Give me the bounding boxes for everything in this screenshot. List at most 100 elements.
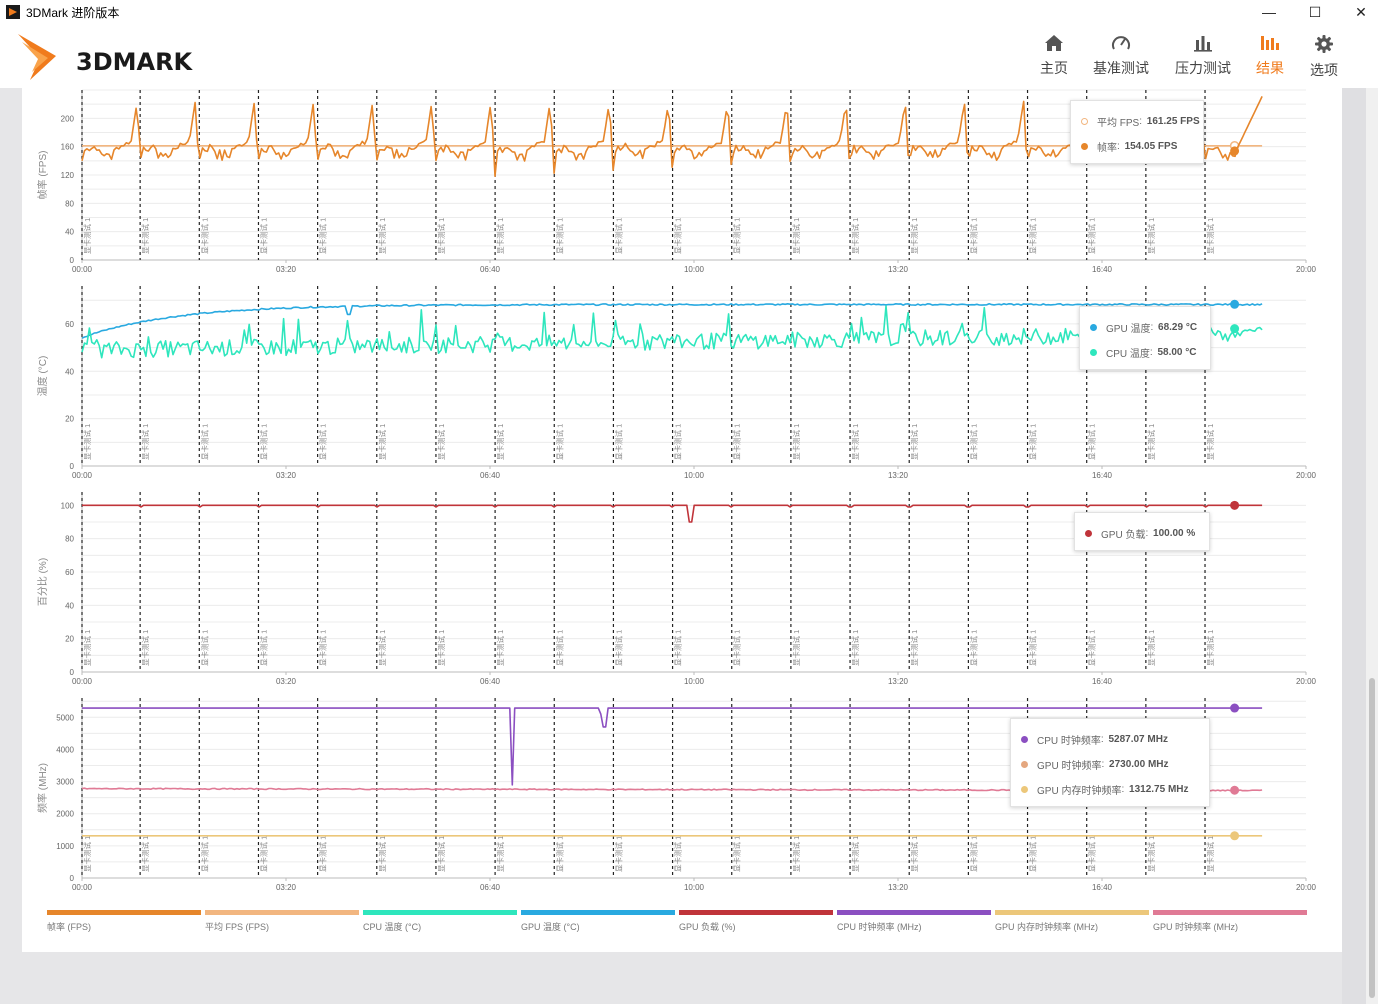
legend-item-gpu-temp[interactable]: GPU 温度 (°C) (521, 910, 675, 940)
home-icon (1045, 35, 1063, 51)
nav-options[interactable]: 选项 (1306, 32, 1342, 84)
test-marker-label: 显卡测试 1 (1205, 424, 1215, 460)
y-tick-label: 0 (70, 462, 75, 471)
legend-item-gpu-load[interactable]: GPU 负载 (%) (679, 910, 833, 940)
vertical-scrollbar[interactable] (1366, 88, 1378, 1004)
test-marker-label: 显卡测试 1 (495, 630, 505, 666)
test-marker-label: 显卡测试 1 (377, 630, 387, 666)
test-marker-label: 显卡测试 1 (968, 836, 978, 872)
fps-tooltip: 平均 FPS: 161.25 FPS 帧率: 154.05 FPS (1070, 100, 1204, 164)
tooltip-value: 68.29 °C (1158, 322, 1198, 333)
y-tick-label: 60 (65, 320, 74, 329)
test-marker-label: 显卡测试 1 (1205, 836, 1215, 872)
test-marker-label: 显卡测试 1 (258, 424, 268, 460)
tooltip-value: 5287.07 MHz (1108, 734, 1168, 745)
tooltip-row: 帧率: 154.05 FPS (1081, 134, 1193, 159)
test-marker-label: 显卡测试 1 (613, 836, 623, 872)
series-point (1230, 703, 1240, 713)
chart-3: 0 1000 2000 3000 4000 5000 00:00 03:20 06:40 10:0… (36, 698, 1317, 892)
legend-item-cpu-clock[interactable]: CPU 时钟频率 (MHz) (837, 910, 991, 940)
test-marker-label: 显卡测试 1 (1087, 836, 1097, 872)
test-marker-label: 显卡测试 1 (495, 836, 505, 872)
results-panel: 0 40 80 120 160 200 00:00 03:20 06:40 10:00 13:20 1… (22, 88, 1342, 952)
test-marker-label: 显卡测试 1 (140, 424, 150, 460)
test-marker-label: 显卡测试 1 (909, 836, 919, 872)
x-tick-label: 06:40 (480, 471, 501, 480)
x-tick-label: 16:40 (1092, 471, 1113, 480)
maximize-button[interactable]: ☐ (1308, 3, 1322, 20)
legend-item-cpu-temp[interactable]: CPU 温度 (°C) (363, 910, 517, 940)
legend-item-gpu-clock[interactable]: GPU 时钟频率 (MHz) (1153, 910, 1307, 940)
x-tick-label: 13:20 (888, 677, 909, 686)
y-axis-title: 百分比 (%) (37, 558, 49, 606)
y-tick-label: 0 (70, 256, 75, 265)
test-marker-label: 显卡测试 1 (1146, 424, 1156, 460)
tooltip-value: 154.05 FPS (1124, 141, 1178, 152)
scrollbar-thumb[interactable] (1369, 678, 1375, 998)
test-marker-label: 显卡测试 1 (377, 218, 387, 254)
series-point (1230, 299, 1240, 309)
y-tick-label: 60 (65, 568, 74, 577)
3dmark-logo[interactable]: 3DMARK (18, 32, 218, 80)
nav-stress-tests[interactable]: 压力测试 (1172, 32, 1234, 84)
test-marker-label: 显卡测试 1 (82, 218, 92, 254)
nav-home[interactable]: 主页 (1036, 32, 1072, 84)
y-tick-label: 200 (61, 114, 75, 123)
x-tick-label: 00:00 (72, 883, 93, 892)
series-point (1230, 324, 1240, 334)
legend-item-fps[interactable]: 帧率 (FPS) (47, 910, 201, 940)
legend-label: GPU 时钟频率 (MHz) (1153, 922, 1238, 932)
y-tick-label: 100 (61, 501, 75, 510)
test-marker-label: 显卡测试 1 (495, 218, 505, 254)
tooltip-avg-fps-dot (1081, 118, 1088, 125)
bar-chart-icon (1194, 36, 1212, 52)
test-marker-label: 显卡测试 1 (613, 424, 623, 460)
test-marker-label: 显卡测试 1 (554, 424, 564, 460)
test-marker-label: 显卡测试 1 (258, 218, 268, 254)
minimize-button[interactable]: — (1262, 4, 1276, 20)
legend-swatch (205, 910, 359, 915)
test-marker-label: 显卡测试 1 (199, 424, 209, 460)
results-icon (1261, 36, 1279, 50)
window-titlebar: 3DMark 进阶版本 — ☐ ✕ (0, 0, 1378, 24)
legend-label: GPU 温度 (°C) (521, 922, 580, 932)
tooltip-label: CPU 时钟频率 (1037, 736, 1101, 747)
test-marker-label: 显卡测试 1 (613, 218, 623, 254)
series-line-2-0 (82, 504, 1263, 523)
chart-1: 0 20 40 60 00:00 03:20 06:40 10:00 13:20 16:40 20:… (36, 286, 1317, 480)
legend-swatch (47, 910, 201, 915)
test-marker-label: 显卡测试 1 (377, 424, 387, 460)
legend-item-gpu-mem-clock[interactable]: GPU 内存时钟频率 (MHz) (995, 910, 1149, 940)
y-tick-label: 80 (65, 535, 74, 544)
tooltip-cpu-temp-dot (1090, 349, 1097, 356)
test-marker-label: 显卡测试 1 (1028, 424, 1038, 460)
test-marker-label: 显卡测试 1 (377, 836, 387, 872)
tooltip-label: GPU 负载 (1101, 530, 1146, 541)
y-tick-label: 0 (70, 668, 75, 677)
temperature-tooltip: GPU 温度: 68.29 °C CPU 温度: 58.00 °C (1079, 306, 1211, 370)
x-tick-label: 20:00 (1296, 265, 1317, 274)
gauge-icon (1112, 36, 1130, 50)
window-title: 3DMark 进阶版本 (26, 5, 120, 20)
nav-benchmarks[interactable]: 基准测试 (1090, 32, 1152, 84)
y-tick-label: 3000 (56, 778, 74, 787)
x-tick-label: 13:20 (888, 471, 909, 480)
test-marker-label: 显卡测试 1 (318, 836, 328, 872)
y-axis-title: 帧率 (FPS) (36, 151, 49, 200)
legend-label: GPU 负载 (%) (679, 922, 736, 932)
series-line-0-1 (81, 96, 1263, 177)
y-tick-label: 20 (65, 415, 74, 424)
tooltip-value: 1312.75 MHz (1129, 784, 1189, 795)
chart-legend: 帧率 (FPS) 平均 FPS (FPS) CPU 温度 (°C) GPU 温度… (47, 910, 1317, 940)
close-button[interactable]: ✕ (1355, 3, 1367, 20)
x-tick-label: 16:40 (1092, 265, 1113, 274)
tooltip-gpu-load-dot (1085, 530, 1092, 537)
test-marker-label: 显卡测试 1 (850, 424, 860, 460)
background-strip (1342, 88, 1366, 1004)
legend-item-avg-fps[interactable]: 平均 FPS (FPS) (205, 910, 359, 940)
nav-results[interactable]: 结果 (1252, 32, 1288, 84)
x-tick-label: 20:00 (1296, 883, 1317, 892)
x-tick-label: 10:00 (684, 883, 705, 892)
test-marker-label: 显卡测试 1 (732, 630, 742, 666)
nav-benchmarks-label: 基准测试 (1093, 60, 1149, 76)
